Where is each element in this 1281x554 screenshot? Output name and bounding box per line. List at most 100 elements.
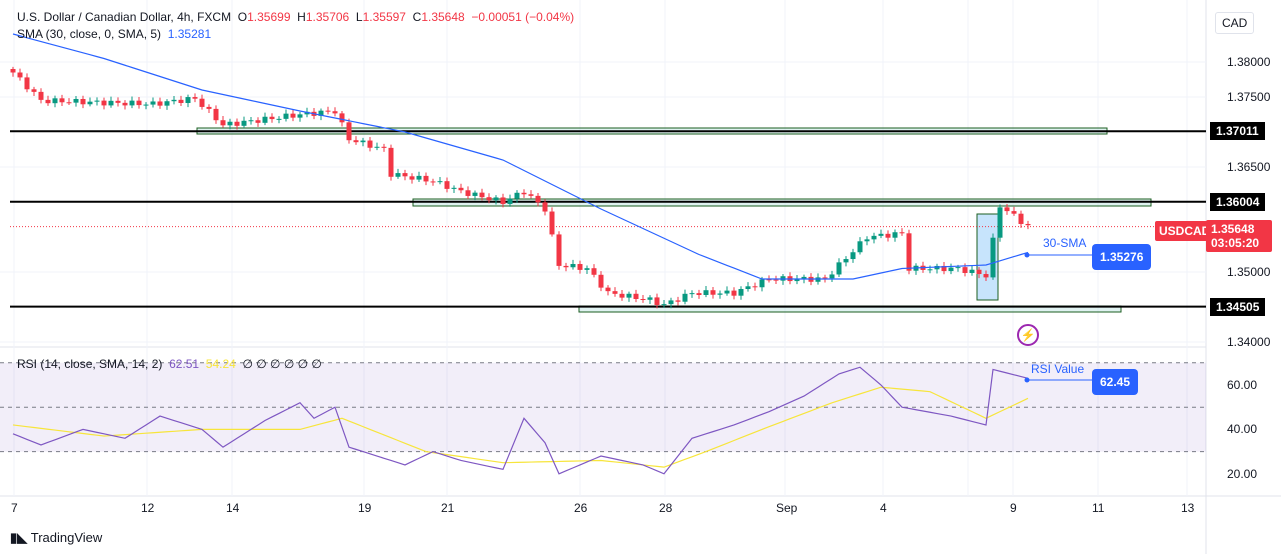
candle-body: [367, 140, 373, 148]
candle-body: [108, 100, 114, 106]
candle-body: [402, 173, 408, 177]
candle-body: [178, 99, 184, 103]
candle-body: [626, 293, 632, 298]
candle-body: [731, 290, 737, 296]
candle-body: [486, 197, 492, 201]
candle-body: [745, 286, 751, 290]
candle-body: [346, 122, 352, 141]
candle-body: [941, 265, 947, 272]
candle-body: [857, 241, 863, 253]
candle-body: [472, 192, 478, 196]
bar-countdown: 03:05:20: [1211, 236, 1260, 250]
candle-body: [157, 101, 163, 106]
candle-body: [409, 176, 415, 180]
candle-body: [696, 293, 702, 295]
candle-body: [220, 120, 226, 126]
candle-body: [598, 274, 604, 288]
time-tick: 14: [226, 501, 240, 515]
candle-body: [584, 268, 590, 270]
legend-title: U.S. Dollar / Canadian Dollar, 4h, FXCM …: [17, 10, 575, 24]
rsi-value-badge: 62.45: [1092, 369, 1139, 395]
tradingview-logo[interactable]: ▮◣ TradingView: [10, 530, 103, 545]
candle-body: [80, 98, 86, 105]
time-tick: 7: [11, 501, 18, 515]
candle-body: [171, 99, 177, 102]
candle-body: [353, 140, 359, 143]
candle-body: [360, 140, 366, 143]
time-tick: 26: [574, 501, 588, 515]
candle-body: [829, 274, 835, 279]
candle-body: [563, 265, 569, 268]
candle-body: [325, 110, 331, 112]
candle-body: [416, 175, 422, 180]
candle-body: [374, 146, 380, 148]
candle-body: [682, 293, 688, 302]
candle-body: [255, 120, 261, 123]
candle-body: [276, 118, 282, 120]
candle-body: [570, 264, 576, 268]
candle-body: [1018, 213, 1024, 224]
candle-body: [381, 146, 387, 148]
candle-body: [661, 304, 667, 306]
candle-body: [633, 293, 639, 300]
candle-body: [962, 267, 968, 273]
candle-body: [444, 181, 450, 189]
plot-bg: [0, 0, 1206, 520]
sma-legend[interactable]: SMA (30, close, 0, SMA, 5) 1.35281: [17, 27, 212, 41]
candle-body: [332, 111, 338, 114]
rsi-line: [12, 366, 1029, 475]
candle-body: [458, 187, 464, 191]
candle-body: [479, 192, 485, 198]
candle-body: [724, 290, 730, 294]
candle-body: [94, 100, 100, 102]
candle-body: [990, 237, 996, 278]
candle-body: [752, 286, 758, 288]
candle-body: [556, 234, 562, 266]
level-label: 1.37011: [1210, 122, 1265, 141]
rsi-dot: [1024, 377, 1030, 383]
candle-body: [577, 264, 583, 270]
candle-body: [38, 91, 44, 100]
candle-body: [143, 104, 149, 106]
candle-body: [759, 279, 765, 288]
candle-body: [227, 121, 233, 126]
time-tick: 4: [880, 501, 887, 515]
candle-body: [794, 279, 800, 282]
rsi-annotation: RSI Value: [1031, 362, 1085, 376]
candle-body: [675, 300, 681, 302]
candle-body: [822, 277, 828, 279]
candle-body: [388, 147, 394, 177]
price-tick: 1.38000: [1227, 55, 1271, 69]
candle-body: [605, 287, 611, 292]
candle-body: [17, 72, 23, 78]
rsi-legend[interactable]: RSI (14, close, SMA, 14, 2) 62.51 54.24 …: [17, 357, 322, 371]
candle-body: [507, 198, 513, 204]
sma-dot: [1024, 252, 1030, 258]
candle-body: [269, 116, 275, 120]
candle-body: [31, 89, 37, 92]
candle-body: [836, 262, 842, 275]
candle-body: [465, 190, 471, 196]
candle-body: [129, 100, 135, 106]
candle-body: [542, 202, 548, 212]
candle-body: [115, 100, 121, 103]
candle-body: [423, 175, 429, 182]
candle-body: [773, 279, 779, 281]
candle-body: [290, 113, 296, 118]
candle-body: [871, 235, 877, 240]
candle-body: [710, 290, 716, 295]
candle-body: [801, 276, 807, 280]
currency-button[interactable]: CAD: [1215, 12, 1255, 34]
candle-body: [430, 181, 436, 183]
candle-body: [297, 114, 303, 118]
lightning-icon[interactable]: ⚡: [1017, 324, 1039, 346]
candle-body: [619, 293, 625, 298]
time-tick: 28: [659, 501, 673, 515]
sma-value-badge: 1.35276: [1092, 244, 1152, 270]
price-tick: 1.36500: [1227, 160, 1271, 174]
rsi-tick: 60.00: [1227, 378, 1258, 392]
time-tick: 21: [441, 501, 455, 515]
candle-body: [668, 300, 674, 305]
time-tick: 19: [358, 501, 372, 515]
